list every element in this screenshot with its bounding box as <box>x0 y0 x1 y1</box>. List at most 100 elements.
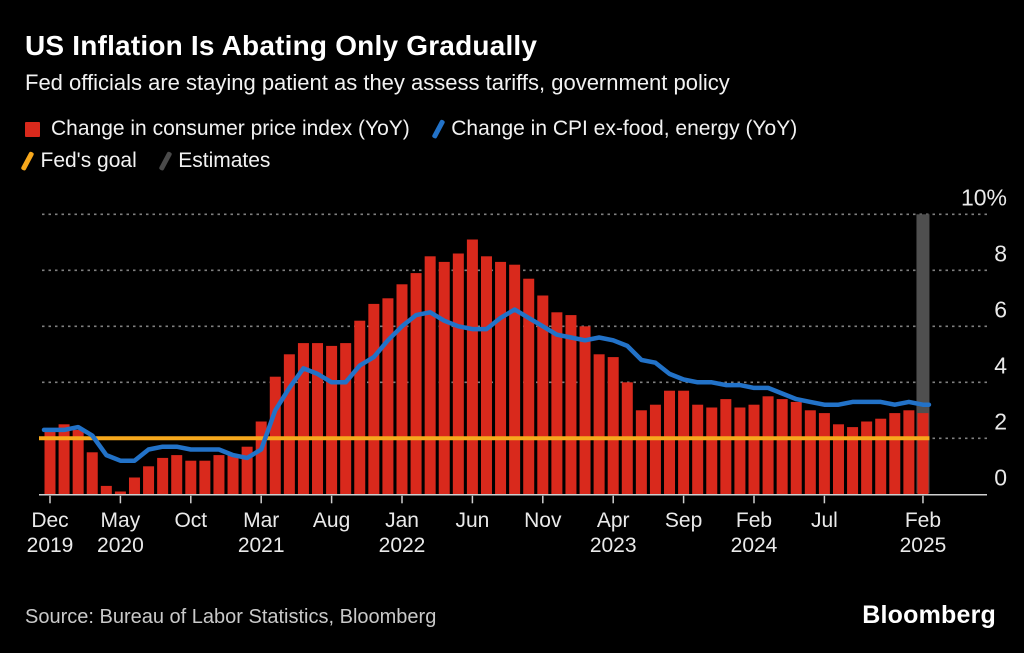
core-cpi-line <box>41 307 932 463</box>
x-axis-year-label: 2024 <box>731 534 778 557</box>
cpi-bar <box>706 407 718 495</box>
y-axis-label: 4 <box>994 352 1007 378</box>
x-axis-month-label: Jan <box>385 509 419 532</box>
legend-item-core-cpi: Change in CPI ex-food, energy (YoY) <box>431 117 798 141</box>
cpi-bar <box>875 418 887 495</box>
x-axis-month-label: May <box>101 509 141 532</box>
cpi-bar <box>664 390 676 495</box>
source-attribution: Source: Bureau of Labor Statistics, Bloo… <box>25 606 437 628</box>
cpi-bar <box>593 354 605 495</box>
cpi-bar <box>649 404 661 495</box>
x-axis-month-label: Jun <box>455 509 489 532</box>
cpi-bar <box>354 320 366 495</box>
y-axis-label: 0 <box>994 464 1007 490</box>
cpi-bar <box>368 303 380 495</box>
cpi-bar <box>804 410 816 495</box>
x-axis-month-label: Nov <box>524 509 562 532</box>
cpi-bar <box>523 278 535 495</box>
cpi-bar <box>551 312 563 495</box>
x-axis-month-label: Apr <box>597 509 630 532</box>
cpi-bar <box>340 343 352 495</box>
cpi-bar <box>326 345 338 495</box>
cpi-bar <box>466 239 478 495</box>
x-axis-year-label: 2025 <box>900 534 947 557</box>
y-axis-label: 8 <box>994 240 1007 266</box>
cpi-bar <box>283 354 295 495</box>
cpi-bar <box>509 264 521 495</box>
cpi-bar <box>678 390 690 495</box>
cpi-bar <box>114 491 126 495</box>
x-axis-month-label: Aug <box>313 509 350 532</box>
cpi-bar <box>917 413 929 495</box>
x-axis-year-label: 2021 <box>238 534 285 557</box>
cpi-bar <box>635 410 647 495</box>
cpi-bar <box>171 455 183 495</box>
cpi-bar <box>818 413 830 495</box>
cpi-bar <box>480 256 492 495</box>
legend-row-1: Change in consumer price index (YoY) Cha… <box>25 113 797 145</box>
cpi-bar <box>537 295 549 495</box>
cpi-bar <box>58 424 70 495</box>
cpi-bar <box>213 455 225 495</box>
cpi-bar <box>734 407 746 495</box>
cpi-bar <box>269 376 281 495</box>
chart-legend: Change in consumer price index (YoY) Cha… <box>20 113 797 177</box>
x-axis-month-label: Feb <box>736 509 772 532</box>
cpi-bar <box>100 485 112 495</box>
y-axis-label: 2 <box>994 408 1007 434</box>
cpi-bar <box>889 413 901 495</box>
page-title: US Inflation Is Abating Only Gradually <box>25 30 538 61</box>
cpi-bar <box>607 357 619 495</box>
cpi-bar <box>762 396 774 495</box>
cpi-bar <box>748 404 760 495</box>
cpi-bar <box>143 466 155 495</box>
cpi-bar <box>424 256 436 495</box>
legend-label-feds-goal: Fed's goal <box>40 149 137 172</box>
cpi-bar <box>255 421 267 495</box>
cpi-bar <box>157 457 169 495</box>
cpi-bar <box>565 315 577 495</box>
legend-item-feds-goal: Fed's goal <box>20 149 137 173</box>
x-axis-year-label: 2023 <box>590 534 637 557</box>
x-axis-year-label: 2022 <box>379 534 426 557</box>
cpi-bar <box>410 273 422 495</box>
legend-label-estimates: Estimates <box>178 149 271 172</box>
cpi-bar <box>720 399 732 495</box>
cpi-bar <box>185 460 197 495</box>
cpi-bar <box>790 401 802 495</box>
legend-item-cpi: Change in consumer price index (YoY) <box>25 117 410 141</box>
cpi-bar <box>86 452 98 495</box>
cpi-bar <box>452 253 464 495</box>
y-axis-label: 6 <box>994 296 1007 322</box>
page-subtitle: Fed officials are staying patient as the… <box>25 70 730 95</box>
legend-item-estimates: Estimates <box>158 149 271 173</box>
cpi-bar <box>297 343 309 495</box>
x-axis-month-label: Mar <box>243 509 279 532</box>
x-axis-month-label: Dec <box>31 509 68 532</box>
cpi-bar <box>128 477 140 495</box>
cpi-bar <box>312 343 324 495</box>
cpi-bar <box>847 427 859 495</box>
bloomberg-logo: Bloomberg <box>862 601 996 629</box>
cpi-bar <box>199 460 211 495</box>
legend-label-core-cpi: Change in CPI ex-food, energy (YoY) <box>451 117 798 140</box>
legend-row-2: Fed's goal Estimates <box>20 145 797 177</box>
cpi-bar <box>832 424 844 495</box>
cpi-bar <box>861 421 873 495</box>
cpi-bar <box>495 261 507 495</box>
cpi-bar <box>72 429 84 495</box>
x-axis-month-label: Sep <box>665 509 702 532</box>
cpi-bar <box>44 429 56 495</box>
legend-label-cpi: Change in consumer price index (YoY) <box>51 117 410 140</box>
cpi-bar <box>692 404 704 495</box>
cpi-bar <box>382 298 394 495</box>
cpi-bar <box>227 455 239 495</box>
x-axis-year-label: 2019 <box>27 534 74 557</box>
cpi-bar <box>903 410 915 495</box>
x-axis-month-label: Feb <box>905 509 941 532</box>
cpi-bar <box>579 326 591 495</box>
cpi-bar <box>396 284 408 495</box>
x-axis-month-label: Jul <box>811 509 838 532</box>
